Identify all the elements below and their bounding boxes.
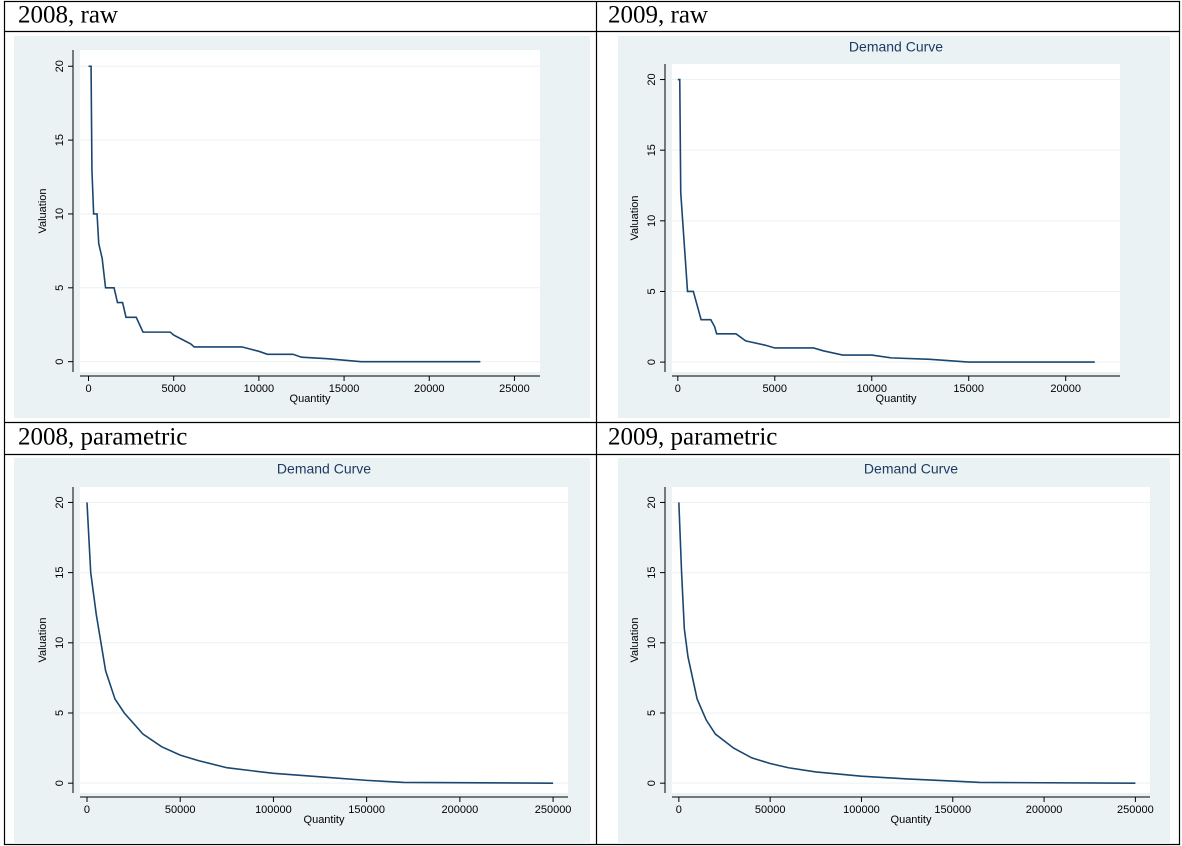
plot-area bbox=[80, 50, 540, 372]
y-axis-label: Valuation bbox=[629, 195, 641, 240]
x-axis-label: Quantity bbox=[876, 393, 917, 405]
demand-curve bbox=[677, 78, 1095, 363]
x-tick-label: 20000 bbox=[1050, 383, 1081, 395]
y-tick-label: 0 bbox=[646, 359, 658, 365]
x-tick-label: 5000 bbox=[161, 383, 185, 395]
plot-area bbox=[672, 64, 1120, 372]
x-tick-label: 0 bbox=[85, 383, 91, 395]
y-tick-label: 10 bbox=[646, 215, 658, 227]
table-frame bbox=[3, 0, 1181, 846]
y-tick-label: 15 bbox=[54, 566, 66, 578]
x-tick-label: 150000 bbox=[348, 804, 385, 816]
y-tick-label: 10 bbox=[54, 208, 66, 220]
y-tick-label: 20 bbox=[646, 73, 658, 85]
chart-title: Demand Curve bbox=[277, 461, 371, 477]
y-tick-label: 5 bbox=[54, 285, 66, 291]
x-tick-label: 15000 bbox=[329, 383, 360, 395]
x-axis-label: Quantity bbox=[891, 814, 932, 826]
y-tick-label: 20 bbox=[54, 496, 66, 508]
y-axis-label: Valuation bbox=[629, 617, 641, 662]
x-tick-label: 50000 bbox=[755, 804, 786, 816]
x-tick-label: 10000 bbox=[856, 383, 887, 395]
x-tick-label: 25000 bbox=[499, 383, 530, 395]
plot-area bbox=[80, 487, 568, 793]
y-tick-label: 0 bbox=[54, 780, 66, 786]
x-axis-label: Quantity bbox=[290, 393, 331, 405]
demand-curve bbox=[88, 65, 481, 363]
chart-title: Demand Curve bbox=[849, 39, 943, 55]
x-tick-label: 0 bbox=[675, 383, 681, 395]
y-tick-label: 20 bbox=[646, 496, 658, 508]
x-tick-label: 200000 bbox=[1026, 804, 1063, 816]
y-tick-label: 0 bbox=[646, 780, 658, 786]
panel-label: 2009, raw bbox=[608, 2, 708, 29]
demand-curve bbox=[86, 502, 554, 784]
y-tick-label: 5 bbox=[54, 710, 66, 716]
y-tick-label: 5 bbox=[646, 710, 658, 716]
plot-area bbox=[672, 487, 1150, 793]
y-tick-label: 5 bbox=[646, 288, 658, 294]
x-tick-label: 250000 bbox=[1117, 804, 1154, 816]
x-tick-label: 20000 bbox=[414, 383, 445, 395]
x-tick-label: 0 bbox=[84, 804, 90, 816]
x-tick-label: 15000 bbox=[953, 383, 984, 395]
x-tick-label: 200000 bbox=[442, 804, 479, 816]
y-tick-label: 0 bbox=[54, 359, 66, 365]
x-tick-label: 5000 bbox=[763, 383, 787, 395]
panel-label: 2008, parametric bbox=[18, 424, 187, 451]
y-axis-label: Valuation bbox=[37, 188, 49, 233]
x-tick-label: 150000 bbox=[934, 804, 971, 816]
x-axis-label: Quantity bbox=[304, 814, 345, 826]
x-tick-label: 100000 bbox=[843, 804, 880, 816]
y-tick-label: 15 bbox=[54, 134, 66, 146]
x-tick-label: 50000 bbox=[165, 804, 196, 816]
panel-label: 2008, raw bbox=[18, 2, 118, 29]
panel-label: 2009, parametric bbox=[608, 424, 777, 451]
chart-title: Demand Curve bbox=[864, 461, 958, 477]
y-tick-label: 10 bbox=[646, 637, 658, 649]
x-tick-label: 100000 bbox=[255, 804, 292, 816]
y-tick-label: 10 bbox=[54, 637, 66, 649]
y-axis-label: Valuation bbox=[37, 617, 49, 662]
y-tick-label: 20 bbox=[54, 60, 66, 72]
x-tick-label: 10000 bbox=[244, 383, 275, 395]
demand-curve bbox=[678, 502, 1136, 784]
x-tick-label: 250000 bbox=[535, 804, 572, 816]
y-tick-label: 15 bbox=[646, 144, 658, 156]
x-tick-label: 0 bbox=[676, 804, 682, 816]
y-tick-label: 15 bbox=[646, 566, 658, 578]
